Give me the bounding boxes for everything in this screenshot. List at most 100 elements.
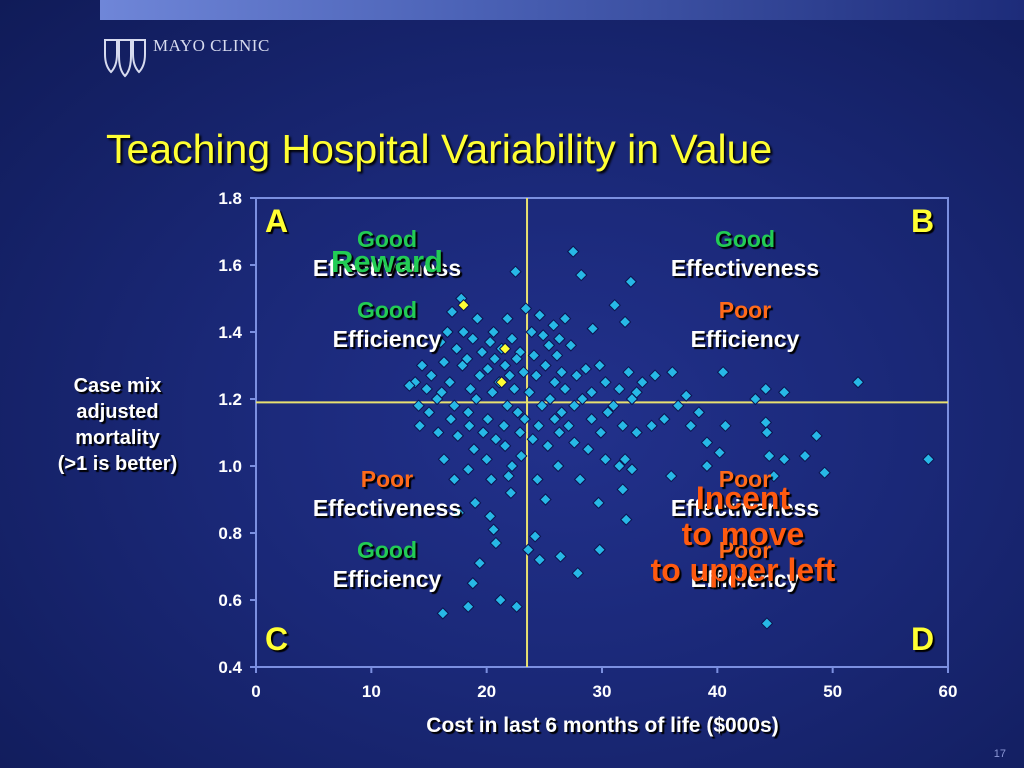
- data-point: [489, 432, 503, 446]
- data-point: [550, 349, 564, 362]
- quadrant-d-overlay-incent: Incent to move to upper left: [623, 480, 863, 588]
- data-point: [778, 453, 791, 466]
- data-point: [494, 593, 507, 607]
- data-point: [692, 406, 706, 419]
- data-point: [505, 332, 519, 345]
- data-point: [481, 362, 495, 376]
- data-point: [851, 376, 865, 389]
- data-point: [420, 382, 433, 396]
- data-point: [713, 446, 726, 459]
- data-point: [436, 607, 450, 620]
- data-point: [437, 355, 451, 369]
- data-point: [558, 312, 572, 325]
- data-point: [501, 312, 514, 325]
- data-point: [601, 406, 614, 419]
- data-point: [648, 369, 662, 382]
- data-point: [798, 449, 812, 463]
- data-point: [510, 352, 523, 366]
- data-point: [700, 459, 714, 473]
- quadrant-letter-d: D: [911, 621, 935, 657]
- data-point: [571, 566, 584, 580]
- data-point: [511, 406, 525, 419]
- x-tick-label: 60: [939, 682, 958, 701]
- data-point: [547, 319, 560, 332]
- data-point: [719, 419, 732, 433]
- quadrant-d-effectiveness-label: Effectiveness: [670, 495, 820, 521]
- data-point: [488, 352, 501, 366]
- quadrant-a-overlay-reward: Reward: [331, 244, 443, 279]
- y-tick-label: 0.6: [218, 591, 242, 610]
- data-point: [448, 399, 461, 412]
- data-point: [593, 543, 606, 556]
- data-point: [679, 389, 693, 402]
- data-point: [645, 419, 658, 433]
- data-point: [451, 429, 465, 443]
- overlay-line-1: Incent: [695, 480, 791, 516]
- x-tick-label: 50: [823, 682, 842, 701]
- data-point: [473, 369, 486, 382]
- data-point: [594, 426, 608, 439]
- page-number: 17: [993, 748, 1006, 760]
- data-point: [555, 365, 568, 379]
- data-point: [570, 369, 583, 382]
- data-point: [922, 453, 935, 466]
- data-point: [613, 459, 626, 473]
- data-point: [541, 439, 555, 453]
- y-tick-label: 1.6: [218, 256, 242, 275]
- data-point: [625, 392, 639, 406]
- data-point: [432, 426, 445, 439]
- data-point: [483, 335, 497, 349]
- y-tick-label: 0.4: [218, 658, 242, 677]
- quadrant-b-effectiveness-label: Effectiveness: [670, 255, 820, 281]
- y-tick-label: 1.4: [218, 323, 242, 342]
- data-point: [622, 365, 635, 379]
- data-point: [470, 392, 483, 406]
- data-point: [466, 577, 480, 590]
- data-point: [468, 496, 482, 510]
- data-point: [625, 463, 639, 476]
- data-point: [525, 325, 538, 339]
- data-point: [480, 453, 493, 466]
- data-point: [551, 459, 565, 473]
- quadrant-b-effectiveness-rating: Good: [714, 226, 776, 252]
- data-point: [585, 412, 598, 426]
- data-point: [501, 399, 514, 412]
- quadrant-letter-a: A: [265, 203, 289, 239]
- data-point: [810, 429, 823, 443]
- data-point: [608, 298, 621, 312]
- data-point: [568, 436, 581, 449]
- data-point: [476, 426, 490, 439]
- data-point: [767, 469, 781, 483]
- data-point: [818, 466, 831, 479]
- y-label-line-4: (>1 is better): [57, 453, 178, 475]
- data-point: [778, 386, 791, 399]
- data-point: [716, 365, 730, 379]
- y-label-line-2: adjusted: [76, 401, 159, 423]
- data-point: [466, 332, 480, 345]
- data-point: [498, 359, 512, 372]
- data-point: [530, 369, 543, 382]
- y-label-line-3: mortality: [75, 427, 160, 449]
- data-point: [658, 412, 671, 426]
- data-point: [573, 473, 587, 486]
- data-point: [425, 369, 438, 382]
- quadrant-b-efficiency-label: Efficiency: [690, 326, 800, 352]
- y-label-line-1: Case mix: [73, 375, 162, 397]
- data-point: [448, 473, 461, 486]
- data-point: [616, 483, 629, 496]
- data-point: [636, 376, 649, 389]
- data-point: [441, 325, 454, 339]
- y-tick-label: 0.8: [218, 524, 242, 543]
- data-point: [599, 376, 612, 389]
- highlight-point: [457, 298, 470, 312]
- data-point: [624, 275, 638, 288]
- quadrant-a-efficiency-label: Efficiency: [332, 326, 442, 352]
- quadrant-c-effectiveness-label: Effectiveness: [312, 495, 462, 521]
- y-tick-label: 1.2: [218, 390, 242, 409]
- quadrant-letter-c: C: [265, 621, 289, 657]
- quadrant-a-effectiveness-label: Effectiveness: [312, 255, 462, 281]
- x-tick-label: 20: [477, 682, 496, 701]
- data-point: [579, 362, 593, 376]
- highlight-point: [495, 376, 508, 389]
- data-point: [760, 426, 774, 439]
